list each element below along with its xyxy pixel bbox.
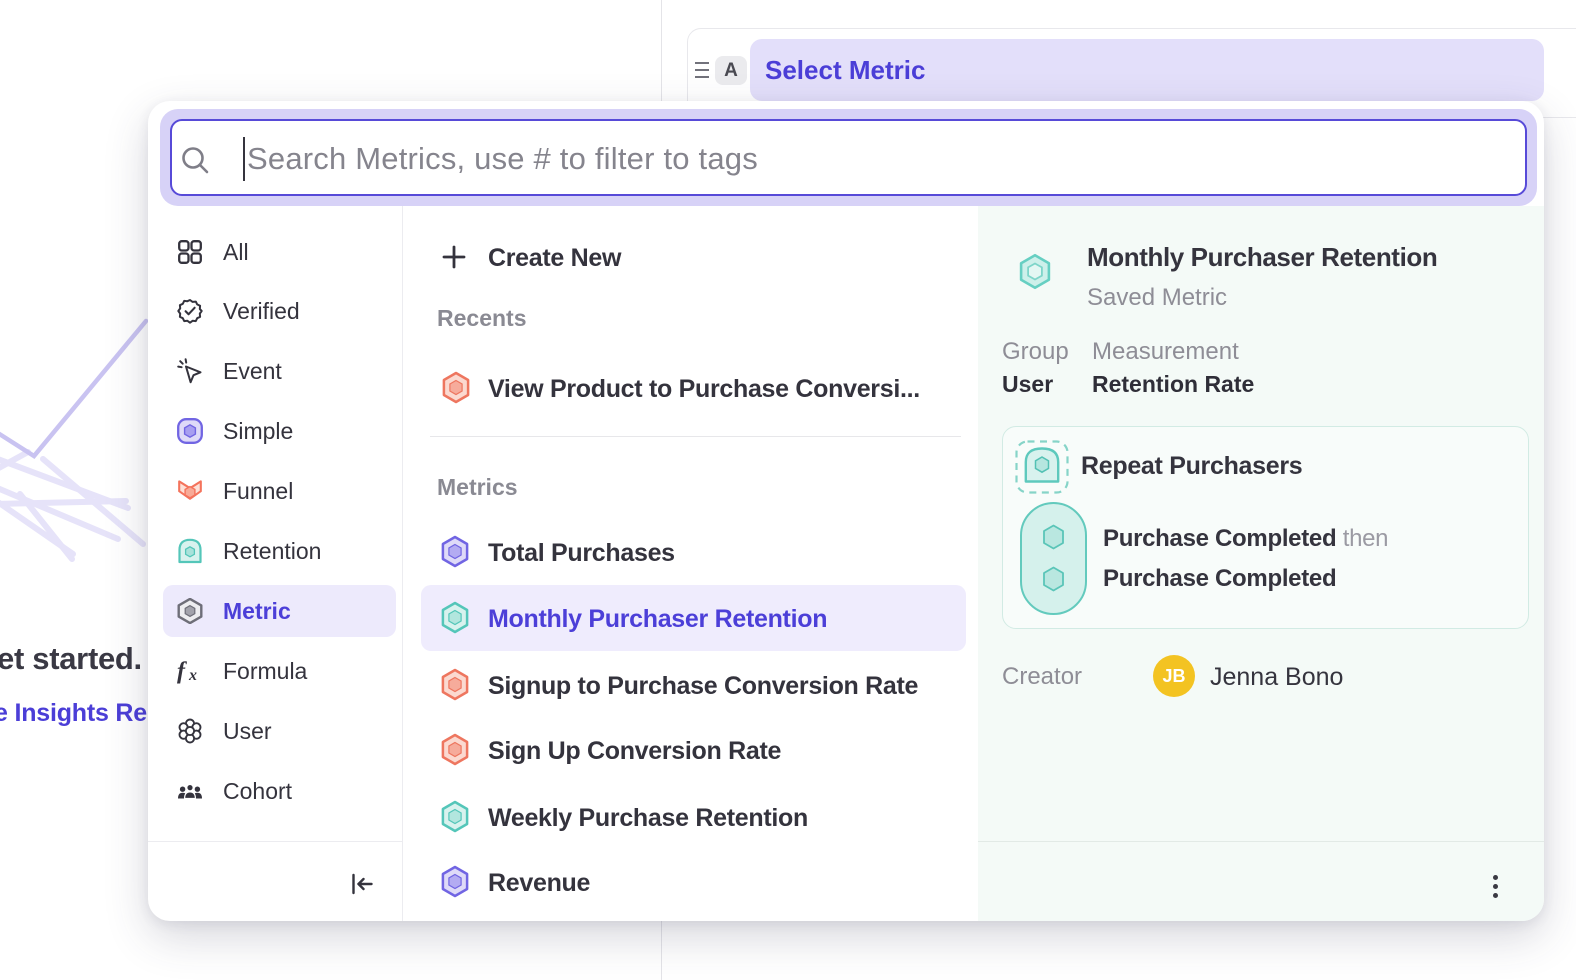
svg-text:x: x bbox=[188, 667, 197, 684]
svg-text:f: f bbox=[177, 659, 187, 685]
